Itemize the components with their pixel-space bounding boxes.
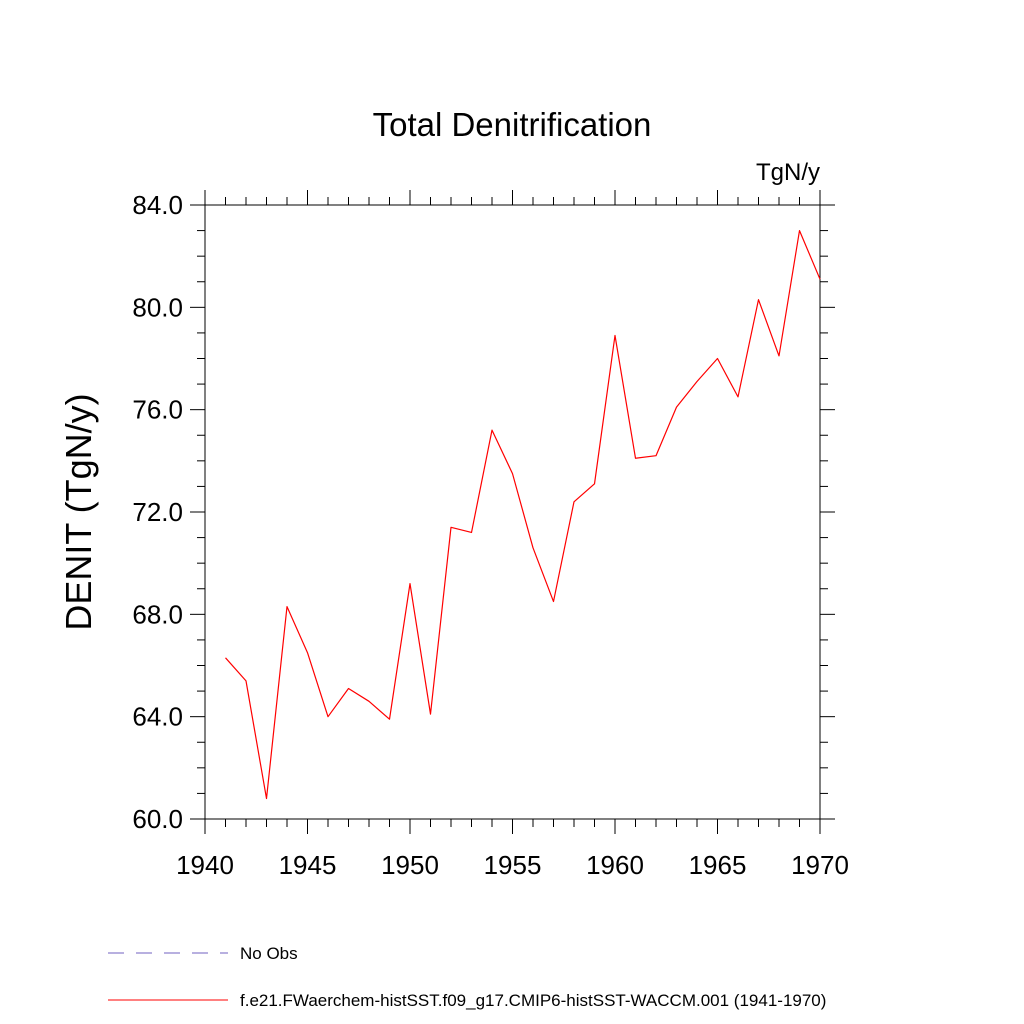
x-tick-label: 1970 bbox=[791, 850, 849, 880]
y-tick-label: 80.0 bbox=[132, 292, 183, 322]
legend: No Obs f.e21.FWaerchem-histSST.f09_g17.C… bbox=[108, 944, 826, 1010]
x-tick-label: 1955 bbox=[484, 850, 542, 880]
x-tick-label: 1960 bbox=[586, 850, 644, 880]
data-series bbox=[225, 229, 821, 800]
y-tick-label: 72.0 bbox=[132, 497, 183, 527]
x-tick-label: 1965 bbox=[689, 850, 747, 880]
x-tick-label: 1950 bbox=[381, 850, 439, 880]
chart-title: Total Denitrification bbox=[373, 106, 652, 143]
y-tick-label: 84.0 bbox=[132, 190, 183, 220]
y-axis-label: DENIT (TgN/y) bbox=[58, 393, 99, 630]
axis-tick-labels: 1940 1945 1950 1955 1960 1965 1970 60.0 64.0 68.0… bbox=[132, 190, 849, 880]
y-tick-label: 68.0 bbox=[132, 599, 183, 629]
axis-ticks bbox=[190, 190, 835, 834]
y-tick-label: 76.0 bbox=[132, 395, 183, 425]
series-line-0 bbox=[225, 229, 821, 800]
units-label: TgN/y bbox=[756, 159, 820, 186]
y-tick-label: 60.0 bbox=[132, 804, 183, 834]
x-tick-label: 1940 bbox=[176, 850, 234, 880]
legend-label-model-run: f.e21.FWaerchem-histSST.f09_g17.CMIP6-hi… bbox=[240, 991, 826, 1010]
plot-frame bbox=[204, 204, 821, 820]
x-tick-label: 1945 bbox=[279, 850, 337, 880]
y-tick-label: 64.0 bbox=[132, 702, 183, 732]
legend-label-no-obs: No Obs bbox=[240, 944, 298, 963]
